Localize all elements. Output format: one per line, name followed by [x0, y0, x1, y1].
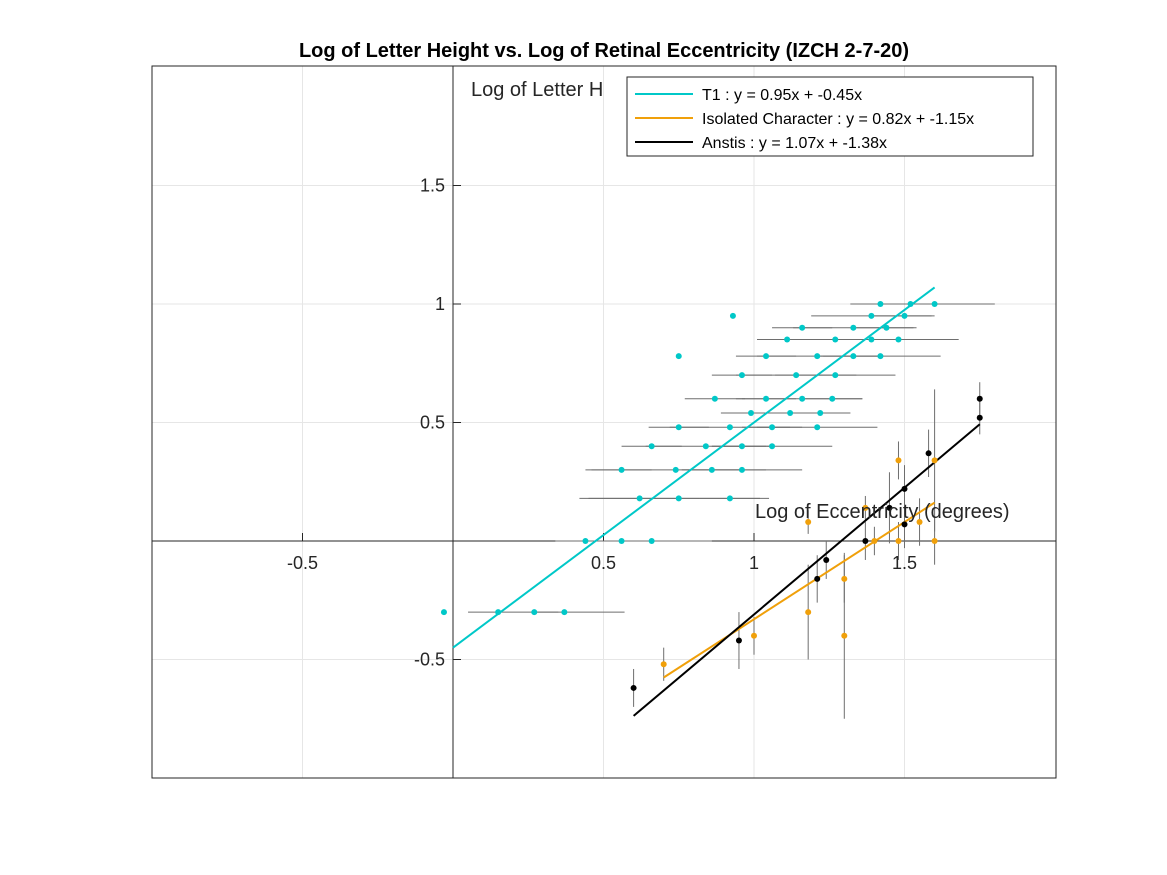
data-point: [883, 324, 890, 331]
data-point: [841, 575, 848, 582]
plot-box: [151, 65, 1057, 779]
data-point: [814, 424, 821, 431]
legend-label: Isolated Character : y = 0.82x + -1.15x: [702, 111, 974, 128]
fit-lines: [452, 286, 981, 717]
data-point: [738, 466, 745, 473]
data-point: [862, 504, 869, 511]
data-points: [440, 301, 983, 691]
legend-label: T1 : y = 0.95x + -0.45x: [702, 87, 862, 104]
y-tick-label: 0.5: [420, 413, 445, 433]
x-axis-label: Log of Eccentricity (degrees): [755, 501, 1010, 523]
data-point: [907, 301, 914, 307]
fit-line: [663, 501, 936, 679]
data-point: [832, 336, 839, 343]
data-point: [901, 485, 908, 492]
x-tick-label: 1.5: [892, 553, 917, 573]
data-point: [738, 372, 745, 379]
fit-line: [452, 286, 936, 649]
data-point: [901, 312, 908, 319]
y-tick-label: -0.5: [414, 650, 445, 670]
data-point: [672, 466, 679, 473]
data-point: [886, 504, 893, 511]
legend-label: Anstis : y = 1.07x + -1.38x: [702, 135, 887, 152]
x-tick-label: 1: [749, 553, 759, 573]
data-point: [726, 424, 733, 431]
data-point: [618, 538, 625, 544]
data-point: [495, 609, 502, 616]
data-point: [976, 395, 983, 402]
data-point: [751, 632, 757, 639]
data-point: [868, 336, 875, 343]
data-point: [895, 538, 902, 544]
data-point: [675, 495, 682, 502]
data-point: [799, 395, 806, 402]
legend-box: [626, 76, 1034, 157]
data-point: [630, 684, 637, 691]
data-point: [711, 395, 718, 402]
data-point: [877, 353, 884, 360]
data-point: [850, 324, 857, 331]
data-point: [702, 443, 709, 450]
tick-labels: -0.5 0.5 1 1.5 -0.5 0.5 1 1.5: [287, 176, 917, 670]
data-point: [675, 353, 682, 360]
y-tick-label: 1: [435, 294, 445, 314]
data-point: [793, 372, 800, 379]
data-point: [675, 424, 682, 431]
data-point: [729, 312, 736, 319]
data-point: [660, 661, 667, 668]
x-tick-label: 0.5: [591, 553, 616, 573]
data-point: [850, 353, 857, 360]
data-point: [805, 609, 812, 616]
data-point: [817, 410, 824, 417]
data-point: [747, 410, 754, 417]
data-point: [763, 395, 770, 402]
data-point: [440, 609, 447, 616]
data-point: [895, 457, 902, 464]
x-tick-label: -0.5: [287, 553, 318, 573]
data-point: [636, 495, 643, 502]
data-point: [925, 450, 932, 457]
data-point: [877, 301, 884, 307]
data-point: [862, 538, 869, 544]
data-point: [799, 324, 806, 331]
data-point: [738, 443, 745, 450]
data-point: [976, 414, 983, 421]
data-point: [895, 336, 902, 343]
y-tick-label: 1.5: [420, 176, 445, 196]
fit-line: [632, 423, 981, 717]
data-point: [871, 538, 878, 544]
data-point: [805, 519, 812, 526]
data-point: [829, 395, 836, 402]
data-point: [582, 538, 589, 544]
data-point: [531, 609, 538, 616]
data-point: [931, 538, 938, 544]
y-axis-label: Log of Letter H: [471, 79, 603, 101]
data-point: [916, 519, 923, 526]
data-point: [931, 457, 938, 464]
data-point: [832, 372, 839, 379]
data-point: [648, 538, 655, 544]
data-point: [763, 353, 770, 360]
data-point: [708, 466, 715, 473]
data-point: [735, 637, 742, 644]
data-point: [823, 556, 830, 563]
data-point: [787, 410, 794, 417]
data-point: [901, 521, 908, 528]
legend: T1 : y = 0.95x + -0.45x Isolated Characte…: [626, 76, 1034, 157]
data-point: [814, 575, 821, 582]
data-point: [868, 312, 875, 319]
data-point: [784, 336, 791, 343]
data-point: [648, 443, 655, 450]
data-point: [814, 353, 821, 360]
chart-title: Log of Letter Height vs. Log of Retinal …: [299, 40, 909, 62]
data-point: [841, 632, 848, 639]
data-point: [618, 466, 625, 473]
data-point: [561, 609, 568, 616]
data-point: [931, 301, 938, 307]
data-point: [769, 443, 776, 450]
data-point: [726, 495, 733, 502]
data-point: [769, 424, 776, 431]
